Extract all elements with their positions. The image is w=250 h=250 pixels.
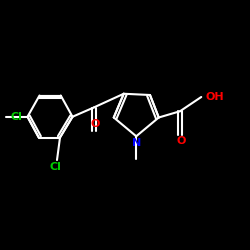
Text: N: N [132, 138, 141, 147]
Text: Cl: Cl [50, 162, 62, 172]
Text: OH: OH [206, 92, 225, 102]
Text: Cl: Cl [11, 112, 22, 122]
Text: O: O [90, 119, 100, 129]
Text: O: O [176, 136, 186, 146]
